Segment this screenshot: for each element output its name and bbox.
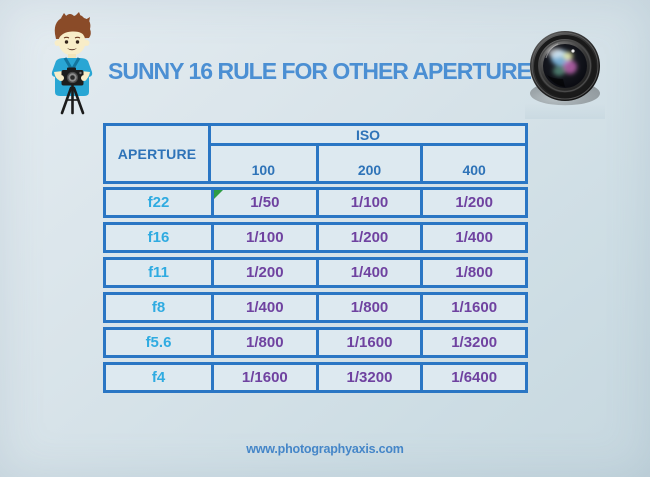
shutter-cell: 1/1600 [315, 330, 421, 355]
iso-column-header-400: 400 [420, 146, 525, 181]
shutter-cell: 1/400 [315, 260, 421, 285]
page-title: SUNNY 16 RULE FOR OTHER APERTURES [108, 58, 546, 84]
shutter-cell: 1/400 [420, 225, 525, 250]
shutter-cell: 1/100 [315, 190, 421, 215]
aperture-cell: f8 [151, 299, 166, 316]
shutter-cell: 1/3200 [420, 330, 525, 355]
website-url[interactable]: www.photographyaxis.com [246, 442, 404, 456]
table-row-f8: f8 1/400 1/800 1/1600 [103, 292, 528, 323]
shutter-cell: 1/50 [211, 190, 316, 215]
iso-column-header-200: 200 [315, 146, 421, 181]
green-corner-triangle-icon [214, 190, 223, 199]
table-row-f11: f11 1/200 1/400 1/800 [103, 257, 528, 288]
photographer-cartoon-icon [51, 12, 93, 115]
shutter-cell: 1/1600 [211, 365, 316, 390]
shutter-cell: 1/200 [211, 260, 316, 285]
iso-column-header-100: 100 [251, 162, 275, 178]
shutter-cell: 1/6400 [420, 365, 525, 390]
table-row-f22: f22 1/50 1/100 1/200 [103, 187, 528, 218]
shutter-cell: 1/800 [211, 330, 316, 355]
shutter-cell: 1/200 [420, 190, 525, 215]
shutter-cell: 1/800 [420, 260, 525, 285]
shutter-cell: 1/3200 [315, 365, 421, 390]
shutter-cell: 1/800 [315, 295, 421, 320]
aperture-cell: f16 [147, 229, 170, 246]
table-row-f5.6: f5.6 1/800 1/1600 1/3200 [103, 327, 528, 358]
aperture-cell: f22 [147, 194, 170, 211]
aperture-cell: f4 [151, 369, 166, 386]
iso-header-group: ISO 100 200 400 [211, 126, 525, 181]
sunny16-table: APERTURE ISO 100 200 400 f22 1/50 1/100 … [103, 123, 528, 397]
table-header-row: APERTURE ISO 100 200 400 [103, 123, 528, 184]
shutter-cell: 1/400 [211, 295, 316, 320]
aperture-cell: f11 [148, 264, 169, 281]
table-row-f16: f16 1/100 1/200 1/400 [103, 222, 528, 253]
camera-lens-icon [525, 31, 605, 119]
iso-group-label: ISO [211, 126, 525, 146]
aperture-cell: f5.6 [145, 334, 172, 351]
shutter-cell: 1/200 [315, 225, 421, 250]
shutter-cell: 1/1600 [420, 295, 525, 320]
table-row-f4: f4 1/1600 1/3200 1/6400 [103, 362, 528, 393]
aperture-column-header: APERTURE [106, 126, 211, 181]
shutter-cell: 1/100 [211, 225, 316, 250]
